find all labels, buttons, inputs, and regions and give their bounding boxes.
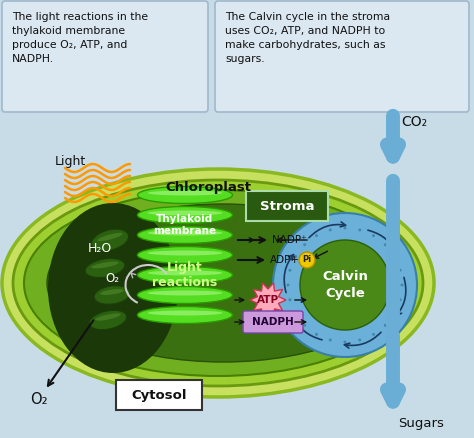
Circle shape — [303, 324, 306, 327]
Ellipse shape — [147, 191, 222, 195]
Circle shape — [286, 283, 290, 286]
FancyBboxPatch shape — [215, 1, 469, 112]
Ellipse shape — [147, 271, 222, 276]
Circle shape — [289, 298, 292, 301]
Text: CO₂: CO₂ — [401, 115, 427, 129]
Ellipse shape — [95, 313, 121, 321]
Circle shape — [315, 333, 318, 336]
Circle shape — [372, 333, 375, 336]
FancyArrowPatch shape — [309, 222, 346, 238]
Circle shape — [344, 226, 346, 230]
Ellipse shape — [91, 229, 128, 251]
FancyBboxPatch shape — [243, 311, 303, 333]
FancyBboxPatch shape — [116, 380, 202, 410]
Circle shape — [399, 298, 401, 301]
FancyArrowPatch shape — [284, 254, 293, 293]
Ellipse shape — [147, 311, 222, 315]
Circle shape — [393, 255, 396, 258]
Text: ATP: ATP — [257, 295, 279, 305]
FancyArrowPatch shape — [368, 230, 398, 256]
Circle shape — [289, 269, 292, 272]
Ellipse shape — [137, 307, 233, 324]
Circle shape — [384, 324, 387, 327]
Text: Light: Light — [55, 155, 86, 169]
Ellipse shape — [24, 190, 412, 376]
Text: O₂: O₂ — [105, 272, 119, 285]
Ellipse shape — [137, 266, 233, 283]
Ellipse shape — [13, 180, 423, 386]
Circle shape — [358, 339, 361, 342]
Text: Thylakoid
membrane: Thylakoid membrane — [154, 214, 217, 236]
Ellipse shape — [89, 311, 127, 330]
Ellipse shape — [147, 230, 222, 236]
FancyArrowPatch shape — [292, 314, 322, 340]
Circle shape — [300, 240, 390, 330]
Text: ADP+: ADP+ — [270, 255, 300, 265]
Circle shape — [344, 340, 346, 343]
Circle shape — [329, 339, 332, 342]
Text: Pi: Pi — [302, 255, 311, 265]
Circle shape — [299, 252, 315, 268]
Ellipse shape — [137, 286, 233, 304]
Text: Stroma: Stroma — [260, 199, 314, 212]
Ellipse shape — [2, 169, 434, 397]
Circle shape — [393, 312, 396, 315]
Text: NADP⁺: NADP⁺ — [272, 235, 307, 245]
Text: Cytosol: Cytosol — [131, 389, 187, 402]
Circle shape — [329, 229, 332, 231]
Ellipse shape — [91, 261, 119, 268]
Text: NADPH: NADPH — [252, 317, 294, 327]
Ellipse shape — [48, 203, 178, 373]
Text: Light
reactions: Light reactions — [152, 261, 218, 290]
Ellipse shape — [137, 247, 233, 264]
Circle shape — [401, 283, 403, 286]
Circle shape — [294, 255, 297, 258]
Text: O₂: O₂ — [30, 392, 47, 407]
Ellipse shape — [47, 204, 399, 362]
Ellipse shape — [137, 226, 233, 244]
Ellipse shape — [94, 286, 130, 304]
Ellipse shape — [147, 211, 222, 215]
Polygon shape — [250, 283, 286, 317]
Ellipse shape — [100, 289, 124, 295]
FancyArrowPatch shape — [345, 332, 381, 348]
Ellipse shape — [98, 233, 123, 241]
FancyBboxPatch shape — [246, 191, 328, 221]
Circle shape — [294, 312, 297, 315]
Text: The light reactions in the
thylakoid membrane
produce O₂, ATP, and
NADPH.: The light reactions in the thylakoid mem… — [12, 12, 148, 64]
Text: Sugars: Sugars — [398, 417, 444, 430]
Text: Chloroplast: Chloroplast — [165, 180, 251, 194]
Circle shape — [384, 243, 387, 246]
Ellipse shape — [147, 290, 222, 296]
Circle shape — [315, 234, 318, 237]
Text: Calvin
Cycle: Calvin Cycle — [322, 270, 368, 300]
Circle shape — [273, 213, 417, 357]
FancyArrowPatch shape — [396, 277, 406, 315]
FancyBboxPatch shape — [2, 1, 208, 112]
Ellipse shape — [137, 187, 233, 204]
Circle shape — [358, 229, 361, 231]
Text: The Calvin cycle in the stroma
uses CO₂, ATP, and NADPH to
make carbohydrates, s: The Calvin cycle in the stroma uses CO₂,… — [225, 12, 390, 64]
Ellipse shape — [147, 251, 222, 255]
Ellipse shape — [137, 206, 233, 223]
Circle shape — [303, 243, 306, 246]
Circle shape — [372, 234, 375, 237]
Ellipse shape — [85, 258, 125, 278]
Circle shape — [399, 269, 401, 272]
Text: H₂O: H₂O — [88, 241, 112, 254]
